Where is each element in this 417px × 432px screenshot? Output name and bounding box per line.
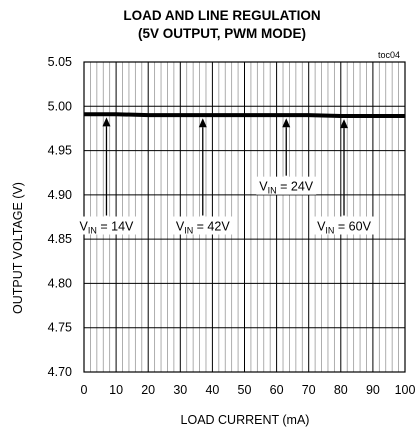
vin-annotation: VIN = 14V: [76, 117, 137, 236]
y-axis-label: OUTPUT VOLTAGE (V): [11, 182, 25, 314]
y-tick-label: 5.05: [48, 55, 72, 69]
annotation-arrow-head: [102, 117, 111, 127]
x-tick-label: 70: [302, 383, 316, 397]
y-tick-label: 4.95: [48, 144, 72, 158]
annotation-box: [256, 176, 317, 195]
y-tick-label: 4.70: [48, 365, 72, 379]
y-tick-label: 4.90: [48, 188, 72, 202]
series-layer: [84, 112, 405, 119]
tick-labels: 0 10 20 30 40 50 60 70 80 90 100 4.70 4.75 4.80 4.85 4.…: [48, 55, 416, 397]
vin-annotation: VIN = 60V: [314, 119, 375, 236]
x-tick-label: 100: [395, 383, 416, 397]
chart-title-line-1: LOAD AND LINE REGULATION: [123, 8, 320, 23]
x-tick-label: 20: [141, 383, 155, 397]
annotation-box: [314, 216, 375, 235]
x-tick-label: 50: [238, 383, 252, 397]
annotations: VIN = 14V VIN = 42V VIN = 24V VIN = 60V: [76, 117, 375, 236]
annotation-label: VIN = 42V: [176, 220, 230, 236]
y-tick-label: 4.85: [48, 232, 72, 246]
chart-title-line-2: (5V OUTPUT, PWM MODE): [138, 26, 306, 41]
annotation-label: VIN = 14V: [80, 220, 134, 236]
annotation-box: [172, 216, 233, 235]
figure-code: toc04: [378, 50, 400, 60]
x-tick-label: 0: [81, 383, 88, 397]
x-tick-label: 10: [109, 383, 123, 397]
annotation-box: [76, 216, 137, 235]
annotation-label: VIN = 60V: [317, 220, 371, 236]
vin-annotation: VIN = 42V: [172, 118, 233, 236]
y-tick-label: 4.80: [48, 276, 72, 290]
vin-annotation: VIN = 24V: [256, 118, 317, 196]
x-tick-label: 30: [173, 383, 187, 397]
annotation-arrow-head: [282, 118, 291, 128]
x-tick-label: 80: [334, 383, 348, 397]
x-tick-label: 90: [366, 383, 380, 397]
x-tick-label: 60: [270, 383, 284, 397]
annotation-label: VIN = 24V: [259, 180, 313, 196]
regulation-curve: [84, 112, 405, 119]
y-tick-label: 4.75: [48, 321, 72, 335]
x-axis-label: LOAD CURRENT (mA): [181, 413, 310, 427]
annotation-arrow-head: [198, 118, 207, 128]
annotation-arrow-head: [340, 119, 349, 129]
y-tick-label: 5.00: [48, 99, 72, 113]
x-tick-label: 40: [205, 383, 219, 397]
